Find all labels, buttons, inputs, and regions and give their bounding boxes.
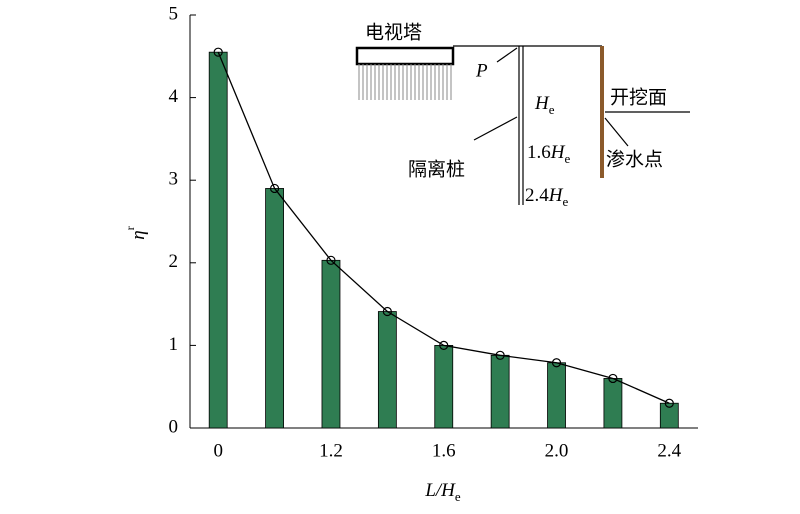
bar	[434, 344, 454, 429]
y-tick-label: 1	[169, 334, 179, 355]
y-tick-label: 2	[169, 251, 179, 272]
bar	[265, 188, 284, 429]
x-axis-label-sub: e	[455, 489, 461, 504]
point-marker	[326, 255, 336, 265]
x-axis-label-main: L/H	[424, 480, 456, 501]
bar	[208, 51, 228, 429]
point-marker	[382, 306, 392, 317]
bar	[321, 259, 341, 429]
depth-label-main: 2.4	[525, 185, 549, 206]
x-axis-label: L/He	[424, 480, 461, 504]
foundation	[358, 64, 452, 100]
tower-label: 电视塔	[365, 22, 422, 44]
point-label: P	[475, 60, 488, 81]
y-tick-label: 4	[169, 86, 179, 107]
excavation-label: 开挖面	[610, 87, 667, 109]
pile-label: 隔离桩	[408, 159, 465, 181]
point-marker	[551, 358, 562, 368]
y-tick-label: 5	[169, 3, 179, 24]
point-marker	[495, 350, 505, 360]
arrow	[496, 47, 518, 63]
seepage-label: 渗水点	[606, 149, 663, 171]
bar	[377, 311, 397, 429]
depth-label: He	[534, 93, 555, 117]
x-tick-label: 1.2	[319, 440, 343, 461]
bar	[547, 362, 566, 429]
y-tick-label: 0	[169, 416, 179, 437]
trend-line	[217, 51, 670, 404]
point-marker	[269, 183, 280, 194]
depth-label-sub: e	[564, 151, 570, 166]
point-marker	[439, 340, 449, 350]
x-tick-label: 2.4	[657, 440, 681, 461]
x-tick-label: 0	[213, 440, 223, 461]
arrow	[604, 117, 629, 147]
y-axis-label-main: η	[128, 230, 149, 239]
arrow	[473, 116, 518, 141]
depth-label: 2.4He	[525, 185, 568, 209]
y-axis-label: ηr	[123, 226, 150, 239]
depth-label-sub: e	[549, 102, 555, 117]
depth-label: 1.6He	[527, 142, 570, 166]
tower-base	[355, 46, 455, 66]
point-marker	[664, 398, 674, 408]
x-tick-label: 1.6	[432, 440, 456, 461]
depth-label-italic: H	[534, 93, 550, 114]
point-marker	[608, 373, 618, 384]
depth-label-sub: e	[562, 194, 568, 209]
x-tick-label: 2.0	[545, 440, 569, 461]
depth-label-italic: H	[550, 142, 566, 163]
y-axis-label-sup: r	[123, 226, 137, 230]
inset-diagram	[355, 45, 690, 205]
depth-label-main: 1.6	[527, 142, 551, 163]
depth-label-italic: H	[548, 185, 564, 206]
bar	[490, 354, 510, 429]
y-tick-label: 3	[169, 169, 179, 190]
bar	[603, 378, 623, 429]
point-marker	[213, 47, 223, 57]
